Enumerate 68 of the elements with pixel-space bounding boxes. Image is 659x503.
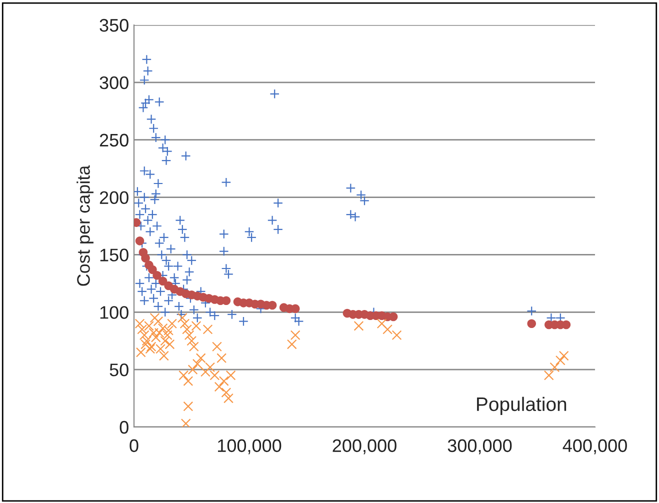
- point: [290, 330, 300, 340]
- point: [376, 318, 387, 329]
- point: [180, 418, 191, 427]
- point: [200, 366, 210, 377]
- point: [218, 376, 229, 386]
- point: [527, 319, 536, 328]
- point: [160, 336, 170, 346]
- point: [136, 347, 146, 358]
- point: [226, 370, 236, 380]
- point: [152, 270, 162, 280]
- point: [221, 388, 232, 398]
- point: [150, 332, 161, 342]
- point: [178, 370, 189, 380]
- point: [192, 358, 202, 369]
- point: [177, 312, 188, 323]
- x-tick-label: 100,000: [218, 439, 282, 454]
- point: [212, 342, 222, 352]
- point: [354, 320, 364, 331]
- point: [141, 254, 150, 263]
- point: [167, 318, 177, 329]
- point: [142, 336, 152, 346]
- point: [205, 362, 216, 372]
- point: [158, 276, 168, 286]
- point: [382, 324, 392, 334]
- point: [153, 316, 164, 326]
- point: [183, 376, 194, 386]
- point: [191, 320, 202, 331]
- point: [180, 318, 190, 329]
- point: [183, 401, 194, 412]
- point: [202, 324, 213, 334]
- x-tick-label: 200,000: [332, 439, 396, 454]
- x-axis-title: Population: [477, 396, 566, 415]
- x-tick-label: 400,000: [562, 439, 627, 454]
- y-tick-label: 0: [120, 420, 128, 434]
- point: [158, 323, 168, 334]
- y-tick-label: 300: [100, 76, 128, 90]
- point: [148, 265, 157, 274]
- point: [210, 370, 220, 380]
- point: [140, 339, 150, 350]
- point: [135, 236, 144, 246]
- point: [184, 330, 194, 340]
- point: [224, 393, 234, 404]
- point: [186, 336, 197, 346]
- point: [137, 324, 148, 334]
- point: [150, 312, 160, 323]
- y-tick-label: 350: [100, 18, 128, 32]
- point: [550, 362, 560, 372]
- point: [188, 364, 198, 375]
- point: [558, 350, 569, 361]
- point: [188, 342, 199, 352]
- point: [216, 353, 227, 364]
- point: [286, 339, 297, 350]
- y-tick-label: 150: [100, 248, 128, 262]
- point: [544, 370, 554, 380]
- point: [392, 330, 402, 340]
- point: [159, 350, 169, 361]
- x-tick-label: 0: [130, 439, 138, 452]
- point: [164, 339, 175, 350]
- point: [214, 382, 224, 392]
- y-tick-label: 250: [100, 134, 128, 147]
- y-tick-label: 50: [110, 364, 128, 376]
- point: [555, 355, 566, 366]
- y-axis-title: Cost per capita: [76, 165, 94, 286]
- y-tick-label: 100: [100, 306, 128, 319]
- x-tick-label: 300,000: [448, 439, 512, 454]
- y-tick-label: 200: [100, 191, 128, 204]
- point: [196, 353, 206, 364]
- point: [182, 324, 192, 334]
